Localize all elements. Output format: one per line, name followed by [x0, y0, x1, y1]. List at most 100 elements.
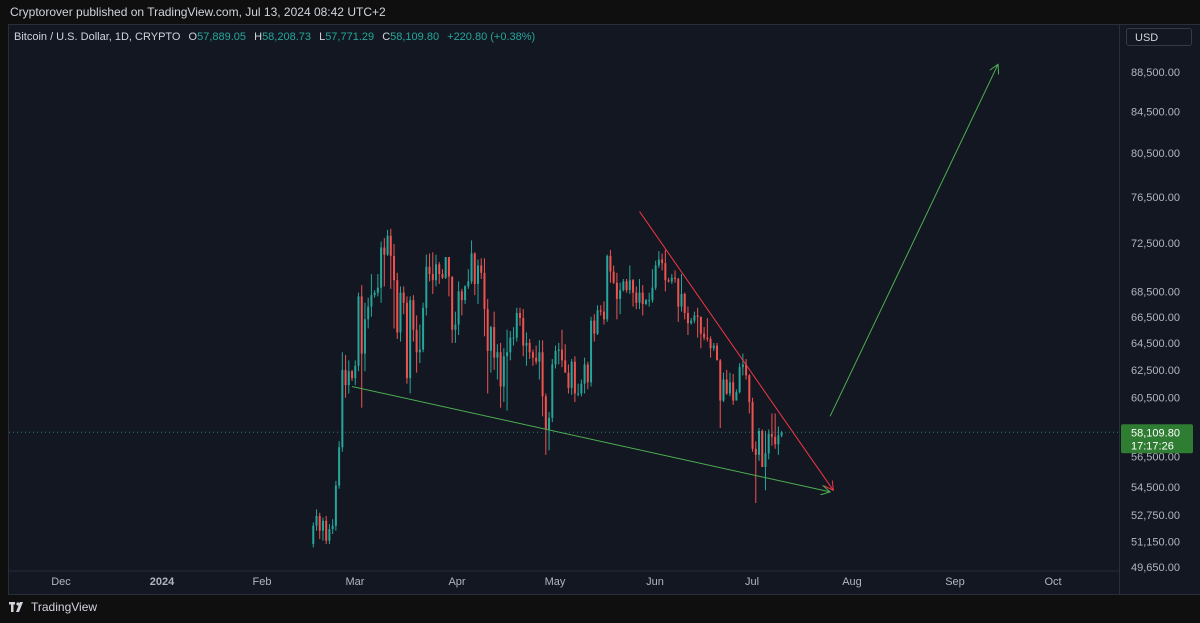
y-tick-label: 64,500.00 [1131, 338, 1180, 350]
candle-body [548, 417, 551, 430]
candle-body [489, 327, 492, 351]
current-price-label: 58,109.80 [1131, 427, 1180, 439]
candle-body [460, 291, 463, 301]
candle-body [635, 292, 638, 303]
candle-body [370, 295, 373, 307]
candle-body [396, 280, 399, 333]
y-tick-label: 68,500.00 [1131, 286, 1180, 298]
candle-body [363, 319, 366, 354]
candle-body [770, 433, 773, 437]
candle-body [735, 392, 738, 401]
candle-body [573, 361, 576, 394]
candle-body [506, 352, 509, 357]
candle-body [780, 432, 783, 436]
x-tick-label: Mar [346, 576, 365, 588]
candle-body [402, 292, 405, 303]
candle-body [357, 296, 360, 366]
ohlc-legend: Bitcoin / U.S. Dollar, 1D, CRYPTO O57,88… [14, 31, 535, 43]
candle-body [383, 247, 386, 255]
candle-body [315, 515, 318, 526]
candle-body [680, 293, 683, 307]
candle-body [615, 282, 618, 299]
candle-body [528, 342, 531, 353]
candle-body [696, 315, 699, 317]
candle-body [351, 371, 354, 379]
candle-body [483, 272, 486, 310]
candle-body [596, 310, 599, 334]
tradingview-brand[interactable]: TradingView [9, 600, 97, 614]
currency-selector[interactable]: USD [1126, 28, 1192, 46]
y-tick-label: 56,500.00 [1131, 451, 1180, 463]
candle-body [774, 436, 777, 445]
candle-body [593, 320, 596, 334]
candle-body [777, 435, 780, 445]
candle-body [590, 320, 593, 383]
candle-body [431, 274, 434, 281]
y-tick-label: 80,500.00 [1131, 148, 1180, 160]
candle-body [732, 382, 735, 401]
candle-body [667, 280, 670, 282]
candle-body [699, 316, 702, 334]
candle-body [451, 276, 454, 330]
candle-body [428, 266, 431, 275]
candle-body [560, 349, 563, 361]
candle-body [380, 247, 383, 288]
candle-body [661, 259, 664, 264]
candle-body [551, 364, 554, 418]
candle-body [496, 352, 499, 358]
candle-body [657, 259, 660, 266]
candle-body [454, 324, 457, 330]
candle-body [312, 525, 315, 545]
candle-body [376, 287, 379, 293]
y-tick-label: 66,500.00 [1131, 312, 1180, 324]
candle-body [709, 338, 712, 349]
candle-body [321, 520, 324, 531]
candle-body [531, 352, 534, 358]
candle-body [683, 293, 686, 313]
candle-body [612, 271, 615, 283]
candle-body [502, 356, 505, 387]
candle-body [467, 281, 470, 287]
candle-body [664, 263, 667, 281]
candle-body [347, 371, 350, 386]
candle-body [509, 337, 512, 353]
candle-body [480, 265, 483, 273]
candle-body [422, 307, 425, 350]
candle-body [522, 318, 525, 346]
candle-body [677, 278, 680, 307]
footer [0, 595, 1200, 623]
candle-body [447, 257, 450, 277]
candle-body [470, 253, 473, 282]
x-tick-label: Feb [253, 576, 272, 588]
candle-body [518, 312, 521, 319]
open-value: 57,889.05 [197, 31, 247, 43]
chart-pane[interactable] [8, 24, 1120, 595]
candle-body [512, 337, 515, 339]
projection-arrow [829, 64, 998, 417]
candle-body [499, 352, 502, 387]
candle-body [741, 364, 744, 368]
candles-group [312, 64, 998, 548]
candle-body [748, 375, 751, 402]
support-trendline [351, 385, 830, 491]
candle-body [557, 349, 560, 351]
x-tick-label: Jun [646, 576, 664, 588]
candle-body [648, 300, 651, 302]
candle-body [625, 281, 628, 291]
candle-body [654, 265, 657, 288]
candle-body [412, 300, 415, 330]
tradingview-brand-label: TradingView [31, 600, 98, 614]
candle-body [473, 253, 476, 284]
y-tick-label: 76,500.00 [1131, 192, 1180, 204]
candle-body [409, 300, 412, 379]
candle-body [719, 360, 722, 401]
candle-body [331, 525, 334, 530]
current-price-badge [1121, 424, 1193, 454]
price-scale[interactable] [1120, 24, 1200, 595]
candle-body [754, 448, 757, 455]
candle-body [493, 327, 496, 358]
candle-body [373, 292, 376, 296]
symbol-label[interactable]: Bitcoin / U.S. Dollar, 1D, CRYPTO [14, 31, 181, 43]
candle-body [609, 255, 612, 272]
y-tick-label: 88,500.00 [1131, 67, 1180, 79]
